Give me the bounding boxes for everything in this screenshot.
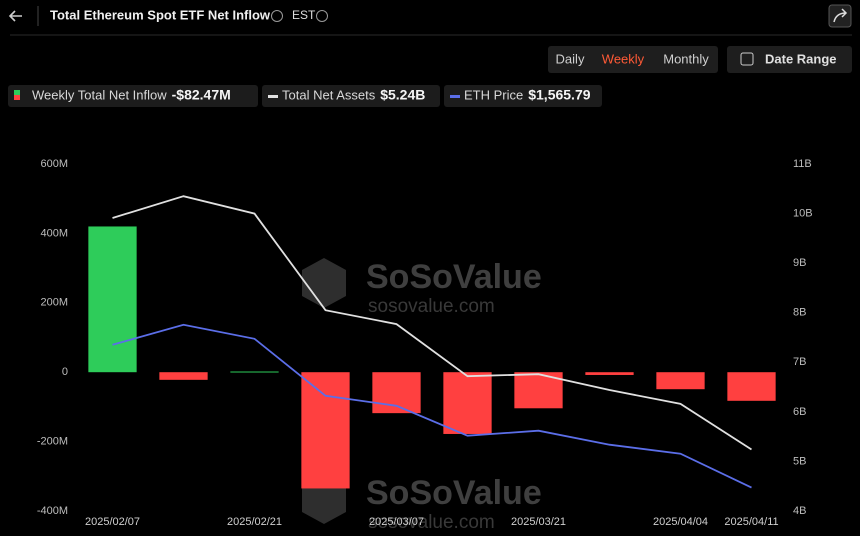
tab[interactable]: Weekly <box>602 51 645 66</box>
y-tick-label: -200M <box>37 436 68 448</box>
watermark-url: sosovalue.com <box>368 512 495 533</box>
x-tick-label: 2025/03/21 <box>511 516 566 528</box>
x-tick-label: 2025/04/11 <box>724 516 778 528</box>
y2-tick-label: 9B <box>793 257 806 269</box>
y2-tick-label: 5B <box>793 455 806 467</box>
line <box>112 195 752 451</box>
legend-swatch <box>14 90 20 95</box>
share-icon <box>833 8 848 23</box>
bar <box>230 371 279 373</box>
y2-tick-label: 4B <box>793 505 806 517</box>
y2-tick-label: 7B <box>793 356 806 368</box>
legend-box <box>262 85 440 107</box>
x-tick-label: 2025/02/07 <box>85 516 140 528</box>
bar <box>88 226 137 373</box>
y2-tick-label: 10B <box>793 207 813 219</box>
line <box>112 323 752 489</box>
y2-tick-label: 11B <box>793 158 812 170</box>
calendar-icon <box>740 52 754 66</box>
legend-name: Total Net Assets <box>282 87 376 102</box>
share-button[interactable] <box>828 4 852 28</box>
bar <box>159 372 208 380</box>
bar <box>443 372 492 434</box>
bar <box>301 372 350 489</box>
info-icon[interactable] <box>271 10 283 22</box>
info-icon[interactable] <box>316 10 328 22</box>
watermark-brand: SoSoValue <box>366 258 542 296</box>
bar <box>727 372 776 401</box>
tab-group <box>548 46 718 73</box>
y-tick-label: 0 <box>62 366 68 378</box>
legend-name: Weekly Total Net Inflow <box>32 87 167 102</box>
back-icon[interactable] <box>8 10 22 22</box>
legend-swatch <box>268 95 278 98</box>
legend-value: -$82.47M <box>172 87 231 103</box>
tab[interactable]: Monthly <box>663 51 709 66</box>
y-tick-label: 200M <box>40 297 68 309</box>
legend-swatch <box>14 95 20 100</box>
watermark-url: sosovalue.com <box>368 296 495 317</box>
tab[interactable]: Daily <box>556 51 585 66</box>
date-range-label: Date Range <box>765 51 837 66</box>
x-tick-label: 2025/03/07 <box>369 516 424 528</box>
x-tick-label: 2025/02/21 <box>227 516 282 528</box>
timezone: EST <box>292 8 316 22</box>
bar <box>656 372 705 390</box>
legend-value: $1,565.79 <box>528 87 590 103</box>
bar <box>372 372 421 414</box>
title: Total Ethereum Spot ETF Net Inflow <box>50 7 271 22</box>
y2-tick-label: 8B <box>793 307 806 319</box>
y2-tick-label: 6B <box>793 406 806 418</box>
legend-value: $5.24B <box>380 87 425 103</box>
bar <box>585 372 634 375</box>
watermark-brand: SoSoValue <box>366 474 542 512</box>
legend-box <box>444 85 602 107</box>
y-tick-label: -400M <box>37 505 68 517</box>
legend-swatch <box>450 95 460 98</box>
watermark-logo <box>302 258 346 308</box>
date-range-button[interactable] <box>727 46 852 73</box>
legend-name: ETH Price <box>464 87 523 102</box>
y-tick-label: 400M <box>40 227 68 239</box>
legend-box <box>8 85 258 107</box>
x-tick-label: 2025/04/04 <box>653 516 708 528</box>
y-tick-label: 600M <box>40 158 68 170</box>
